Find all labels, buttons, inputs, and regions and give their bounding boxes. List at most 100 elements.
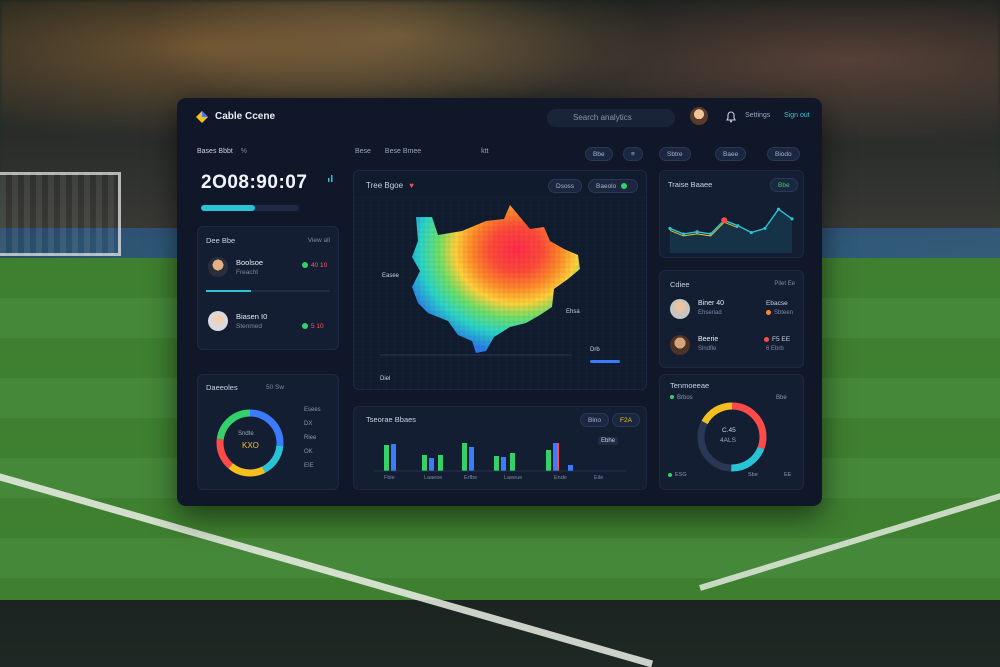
- trend-point: [790, 217, 794, 221]
- roster-avatar[interactable]: [670, 299, 690, 319]
- axis-label: Laaeoe: [424, 475, 443, 481]
- player-avatar[interactable]: [208, 257, 228, 277]
- roster-stat-value: F5 EE: [772, 336, 791, 343]
- filter-button[interactable]: ≡: [623, 147, 643, 161]
- bar: [501, 457, 506, 471]
- legend-item: DX: [304, 421, 313, 427]
- bar-chart-badge: Ebhe: [598, 437, 619, 445]
- ring-side-label: Bbe: [776, 395, 787, 401]
- progress-fill: [201, 205, 255, 211]
- section-title: Bases Bbbt: [197, 148, 233, 155]
- distribution-title: Daeeoles: [206, 383, 238, 392]
- trend-line: [669, 208, 793, 235]
- tab-2[interactable]: Baee: [715, 147, 747, 161]
- top-bar: Cable Ccene Search analytics Settings Si…: [177, 98, 822, 136]
- tab-3[interactable]: Biodo: [767, 147, 800, 161]
- heatmap-chip-label: Baeolo: [596, 183, 617, 190]
- bar-chart-tag[interactable]: F2A: [612, 413, 640, 427]
- tab-1[interactable]: Sbtre: [659, 147, 691, 161]
- roster-stat2-value: Sbteen: [774, 310, 794, 317]
- roster-action[interactable]: Pilet Ee: [774, 281, 795, 287]
- ring-center-value: 4ALS: [720, 437, 736, 444]
- player-avatar[interactable]: [208, 311, 228, 331]
- view-all-link[interactable]: View all: [307, 237, 330, 244]
- signout-link[interactable]: Sign out: [784, 112, 810, 119]
- trend-card: Traise Baaee Bbe: [659, 170, 804, 258]
- trend-point: [668, 226, 672, 231]
- bar: [568, 465, 573, 471]
- donut-center-label: Sndte: [238, 431, 254, 437]
- bar: [546, 450, 551, 471]
- ring-foot-left: ESG: [668, 472, 687, 478]
- app-logo-icon: [196, 111, 208, 123]
- heatmap-title-text: Tree Bgoe: [366, 181, 404, 190]
- roster-card: Cdiee Pilet Ee Biner 40 Ehseriad Ebacse …: [659, 270, 804, 368]
- toolbar-item[interactable]: Bese: [355, 148, 371, 155]
- ring-segment: [697, 402, 767, 472]
- bar: [469, 447, 474, 471]
- player-divider: [206, 290, 330, 292]
- bar: [384, 445, 389, 471]
- distribution-tag: 50 Sw: [266, 384, 285, 391]
- bar: [510, 453, 515, 471]
- goal-net: [0, 172, 121, 256]
- donut-segment: [216, 409, 284, 477]
- ring-legend: Brbos: [670, 395, 693, 401]
- player-name: Biasen I0: [236, 312, 268, 321]
- trend-point: [721, 217, 728, 224]
- ring-legend-text: Brbos: [677, 395, 693, 401]
- ring-card: Tenmoeeae Brbos Bbe C.45 4ALS ESG Sbe EE: [659, 374, 804, 490]
- players-card: Dee Bbe View all Boolsoe Freacht 40 10 B…: [197, 226, 339, 350]
- roster-sub: Slndfle: [698, 346, 717, 352]
- distribution-card: Daeeoles 50 Sw Sndte KXO Esees DX Riee O…: [197, 374, 339, 490]
- roster-stat: F5 EE: [764, 336, 790, 343]
- toolbar-item[interactable]: Bese Bmee: [384, 148, 422, 155]
- ring-foot-left-text: ESG: [675, 472, 687, 478]
- status-dot-icon: [764, 336, 769, 342]
- trend-chip[interactable]: Bbe: [770, 178, 798, 192]
- heatmap-label: Diel: [380, 376, 391, 382]
- ring-foot-num: EE: [784, 472, 792, 478]
- settings-link[interactable]: Settings: [745, 112, 771, 119]
- ring-chart: [697, 402, 767, 472]
- donut-segment: [216, 409, 284, 477]
- roster-stat2: Sbteen: [766, 310, 793, 316]
- ring-center-top: C.45: [722, 427, 736, 434]
- toolbar-item[interactable]: ktt: [481, 148, 489, 155]
- bar: [494, 456, 499, 471]
- heatmap-chip[interactable]: Dsoss: [548, 179, 583, 193]
- bell-icon[interactable]: [725, 110, 737, 123]
- roster-sub: Ehseriad: [698, 310, 722, 316]
- roster-title: Cdiee: [670, 280, 690, 289]
- legend-item: OK: [304, 449, 313, 455]
- players-title: Dee Bbe: [206, 236, 236, 245]
- axis-label: Ende: [554, 475, 567, 481]
- player-sub: Stenmed: [236, 323, 263, 330]
- status-dot-icon: [766, 310, 771, 315]
- heatmap-chip[interactable]: Baeolo: [588, 179, 639, 193]
- bar-chart: [374, 443, 626, 472]
- match-clock: 2O08:90:07: [201, 172, 308, 193]
- bar: [557, 443, 559, 471]
- roster-avatar[interactable]: [670, 335, 690, 355]
- player-name: Boolsoe: [236, 258, 264, 267]
- heatmap-label: Ehsa: [566, 309, 580, 315]
- status-dot-icon: [302, 323, 308, 330]
- trend-title: Traise Baaee: [668, 180, 713, 189]
- heatmap-label: Easee: [382, 273, 400, 279]
- bar: [438, 455, 443, 471]
- bar-chart-card: Tseorae Bbaes Blno F2A Ebhe Fble Laaeoe …: [353, 406, 647, 490]
- chart-icon: [328, 175, 333, 182]
- center-toolbar: Bese Bese Bmee ktt: [355, 148, 488, 155]
- ring-title: Tenmoeeae: [670, 381, 710, 390]
- view-toggle-button[interactable]: Bbe: [585, 147, 613, 161]
- user-avatar[interactable]: [690, 107, 708, 125]
- player-stat: 5 10: [302, 323, 324, 330]
- trend-point: [681, 232, 686, 236]
- trend-point: [709, 232, 713, 236]
- search-input[interactable]: Search analytics: [547, 109, 675, 127]
- heart-icon: ♥: [409, 181, 415, 190]
- heatmap-label: Drb: [590, 347, 600, 353]
- donut-center-value: KXO: [242, 441, 259, 450]
- bar-chart-tag[interactable]: Blno: [580, 413, 610, 427]
